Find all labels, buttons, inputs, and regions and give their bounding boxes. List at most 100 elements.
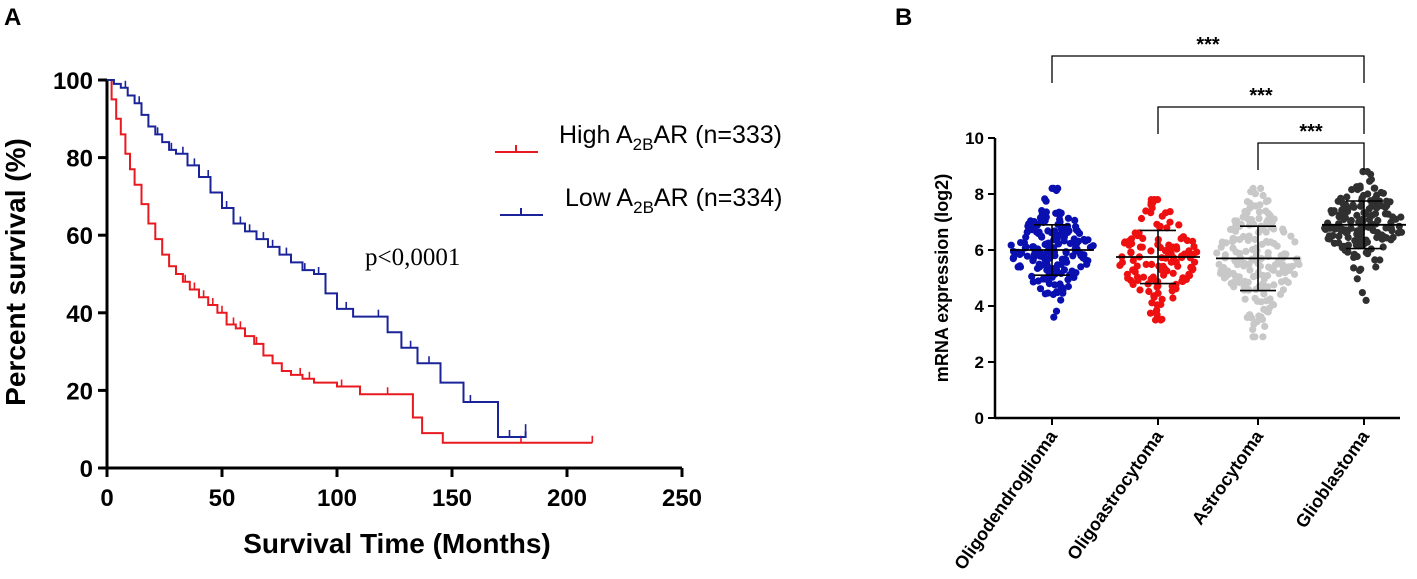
dot-astrocytoma <box>1244 215 1252 223</box>
dot-oligoastrocytoma <box>1118 258 1126 267</box>
survival-y-tick-label: 100 <box>53 68 93 95</box>
survival-x-tick-label: 50 <box>209 485 236 512</box>
dot-astrocytoma <box>1279 261 1287 269</box>
dot-oligodendroglioma <box>1032 220 1040 228</box>
dot-astrocytoma <box>1282 277 1290 285</box>
dot-oligoastrocytoma <box>1142 260 1150 268</box>
dot-glioblastoma <box>1350 264 1358 272</box>
dot-astrocytoma <box>1229 244 1237 252</box>
legend-label-high: High A2BAR (n=333) <box>559 121 782 154</box>
dot-oligoastrocytoma <box>1148 299 1156 307</box>
dot-astrocytoma <box>1259 333 1267 341</box>
dot-oligoastrocytoma <box>1163 267 1171 275</box>
dot-glioblastoma <box>1341 246 1349 254</box>
dot-oligoastrocytoma <box>1174 262 1182 270</box>
dot-oligodendroglioma <box>1042 197 1050 205</box>
dot-astrocytoma <box>1255 208 1263 216</box>
dot-astrocytoma <box>1251 235 1259 244</box>
dot-astrocytoma <box>1244 285 1252 293</box>
dot-oligoastrocytoma <box>1129 256 1137 265</box>
dot-glioblastoma <box>1329 232 1337 240</box>
dot-glioblastoma <box>1354 185 1362 194</box>
dot-astrocytoma <box>1263 218 1271 226</box>
dot-astrocytoma <box>1242 247 1250 255</box>
dot-oligoastrocytoma <box>1149 199 1157 207</box>
dot-oligoastrocytoma <box>1157 300 1165 309</box>
dot-glioblastoma <box>1373 204 1381 212</box>
dot-oligodendroglioma <box>1057 269 1065 278</box>
dot-astrocytoma <box>1229 225 1237 233</box>
survival-y-tick-label: 20 <box>66 378 93 405</box>
dot-astrocytoma <box>1279 225 1287 233</box>
dot-oligoastrocytoma <box>1166 218 1174 226</box>
dot-oligodendroglioma <box>1023 252 1031 260</box>
dot-astrocytoma <box>1217 243 1225 251</box>
dot-glioblastoma <box>1381 210 1389 218</box>
expression-category-label: Glioblastoma <box>1291 426 1373 532</box>
dot-oligodendroglioma <box>1035 260 1043 268</box>
dot-astrocytoma <box>1264 238 1272 246</box>
expression-category-label: Astrocytoma <box>1188 426 1268 528</box>
dot-astrocytoma <box>1216 269 1225 277</box>
dot-glioblastoma <box>1326 224 1334 232</box>
dot-oligodendroglioma <box>1044 227 1052 235</box>
dot-astrocytoma <box>1250 320 1258 328</box>
dot-astrocytoma <box>1243 209 1251 217</box>
significance-label: *** <box>1249 85 1273 107</box>
dot-glioblastoma <box>1341 214 1349 222</box>
dot-oligodendroglioma <box>1053 234 1061 242</box>
dot-oligodendroglioma <box>1044 289 1052 297</box>
dot-oligoastrocytoma <box>1139 273 1148 281</box>
dot-astrocytoma <box>1255 214 1263 222</box>
dot-oligoastrocytoma <box>1191 258 1199 266</box>
survival-x-tick-label: 0 <box>100 485 113 512</box>
dot-glioblastoma <box>1337 197 1345 205</box>
survival-y-axis-label: Percent survival (%) <box>0 138 31 406</box>
dot-astrocytoma <box>1294 259 1302 267</box>
dot-astrocytoma <box>1290 270 1299 278</box>
dot-glioblastoma <box>1379 189 1387 197</box>
survival-x-tick-label: 150 <box>432 485 472 512</box>
dot-oligoastrocytoma <box>1154 289 1162 297</box>
dot-glioblastoma <box>1394 229 1403 237</box>
expression-mean-sd-bars <box>1010 200 1406 292</box>
expression-y-tick-label: 10 <box>965 129 984 148</box>
dot-glioblastoma <box>1379 243 1387 251</box>
dot-oligodendroglioma <box>1030 243 1038 251</box>
dot-astrocytoma <box>1243 313 1251 321</box>
dot-oligodendroglioma <box>1074 237 1083 245</box>
survival-curve-low <box>107 79 527 438</box>
dot-glioblastoma <box>1387 236 1395 244</box>
expression-dots <box>1007 168 1406 341</box>
dot-glioblastoma <box>1371 210 1380 218</box>
dot-oligoastrocytoma <box>1153 220 1161 228</box>
significance-bracket <box>1051 55 1365 83</box>
survival-y-tick-label: 60 <box>66 223 93 250</box>
dot-astrocytoma <box>1229 234 1237 243</box>
dot-oligodendroglioma <box>1072 269 1080 277</box>
survival-curve-high <box>107 79 593 444</box>
dot-astrocytoma <box>1231 217 1239 225</box>
dot-oligodendroglioma <box>1080 235 1088 244</box>
dot-glioblastoma <box>1353 211 1361 219</box>
dot-oligoastrocytoma <box>1169 294 1177 302</box>
dot-glioblastoma <box>1374 216 1382 225</box>
survival-curves <box>107 79 594 444</box>
dot-oligoastrocytoma <box>1146 309 1155 317</box>
dot-oligodendroglioma <box>1054 240 1063 248</box>
dot-astrocytoma <box>1287 232 1295 240</box>
expression-y-tick-label: 4 <box>975 297 985 316</box>
dot-glioblastoma <box>1348 186 1356 194</box>
dot-glioblastoma <box>1353 252 1361 261</box>
dot-oligodendroglioma <box>1058 255 1066 263</box>
dot-glioblastoma <box>1367 175 1375 184</box>
dot-oligoastrocytoma <box>1189 237 1197 245</box>
dot-glioblastoma <box>1335 232 1343 240</box>
dot-oligoastrocytoma <box>1151 316 1160 324</box>
dot-glioblastoma <box>1344 205 1352 214</box>
dot-oligoastrocytoma <box>1127 249 1135 257</box>
dot-astrocytoma <box>1222 273 1230 281</box>
dot-oligodendroglioma <box>1043 266 1051 274</box>
survival-chart: 0 50 100 150 200 250 0 20 40 60 80 100 Survival Tim… <box>0 68 782 559</box>
dot-oligoastrocytoma <box>1153 283 1161 291</box>
